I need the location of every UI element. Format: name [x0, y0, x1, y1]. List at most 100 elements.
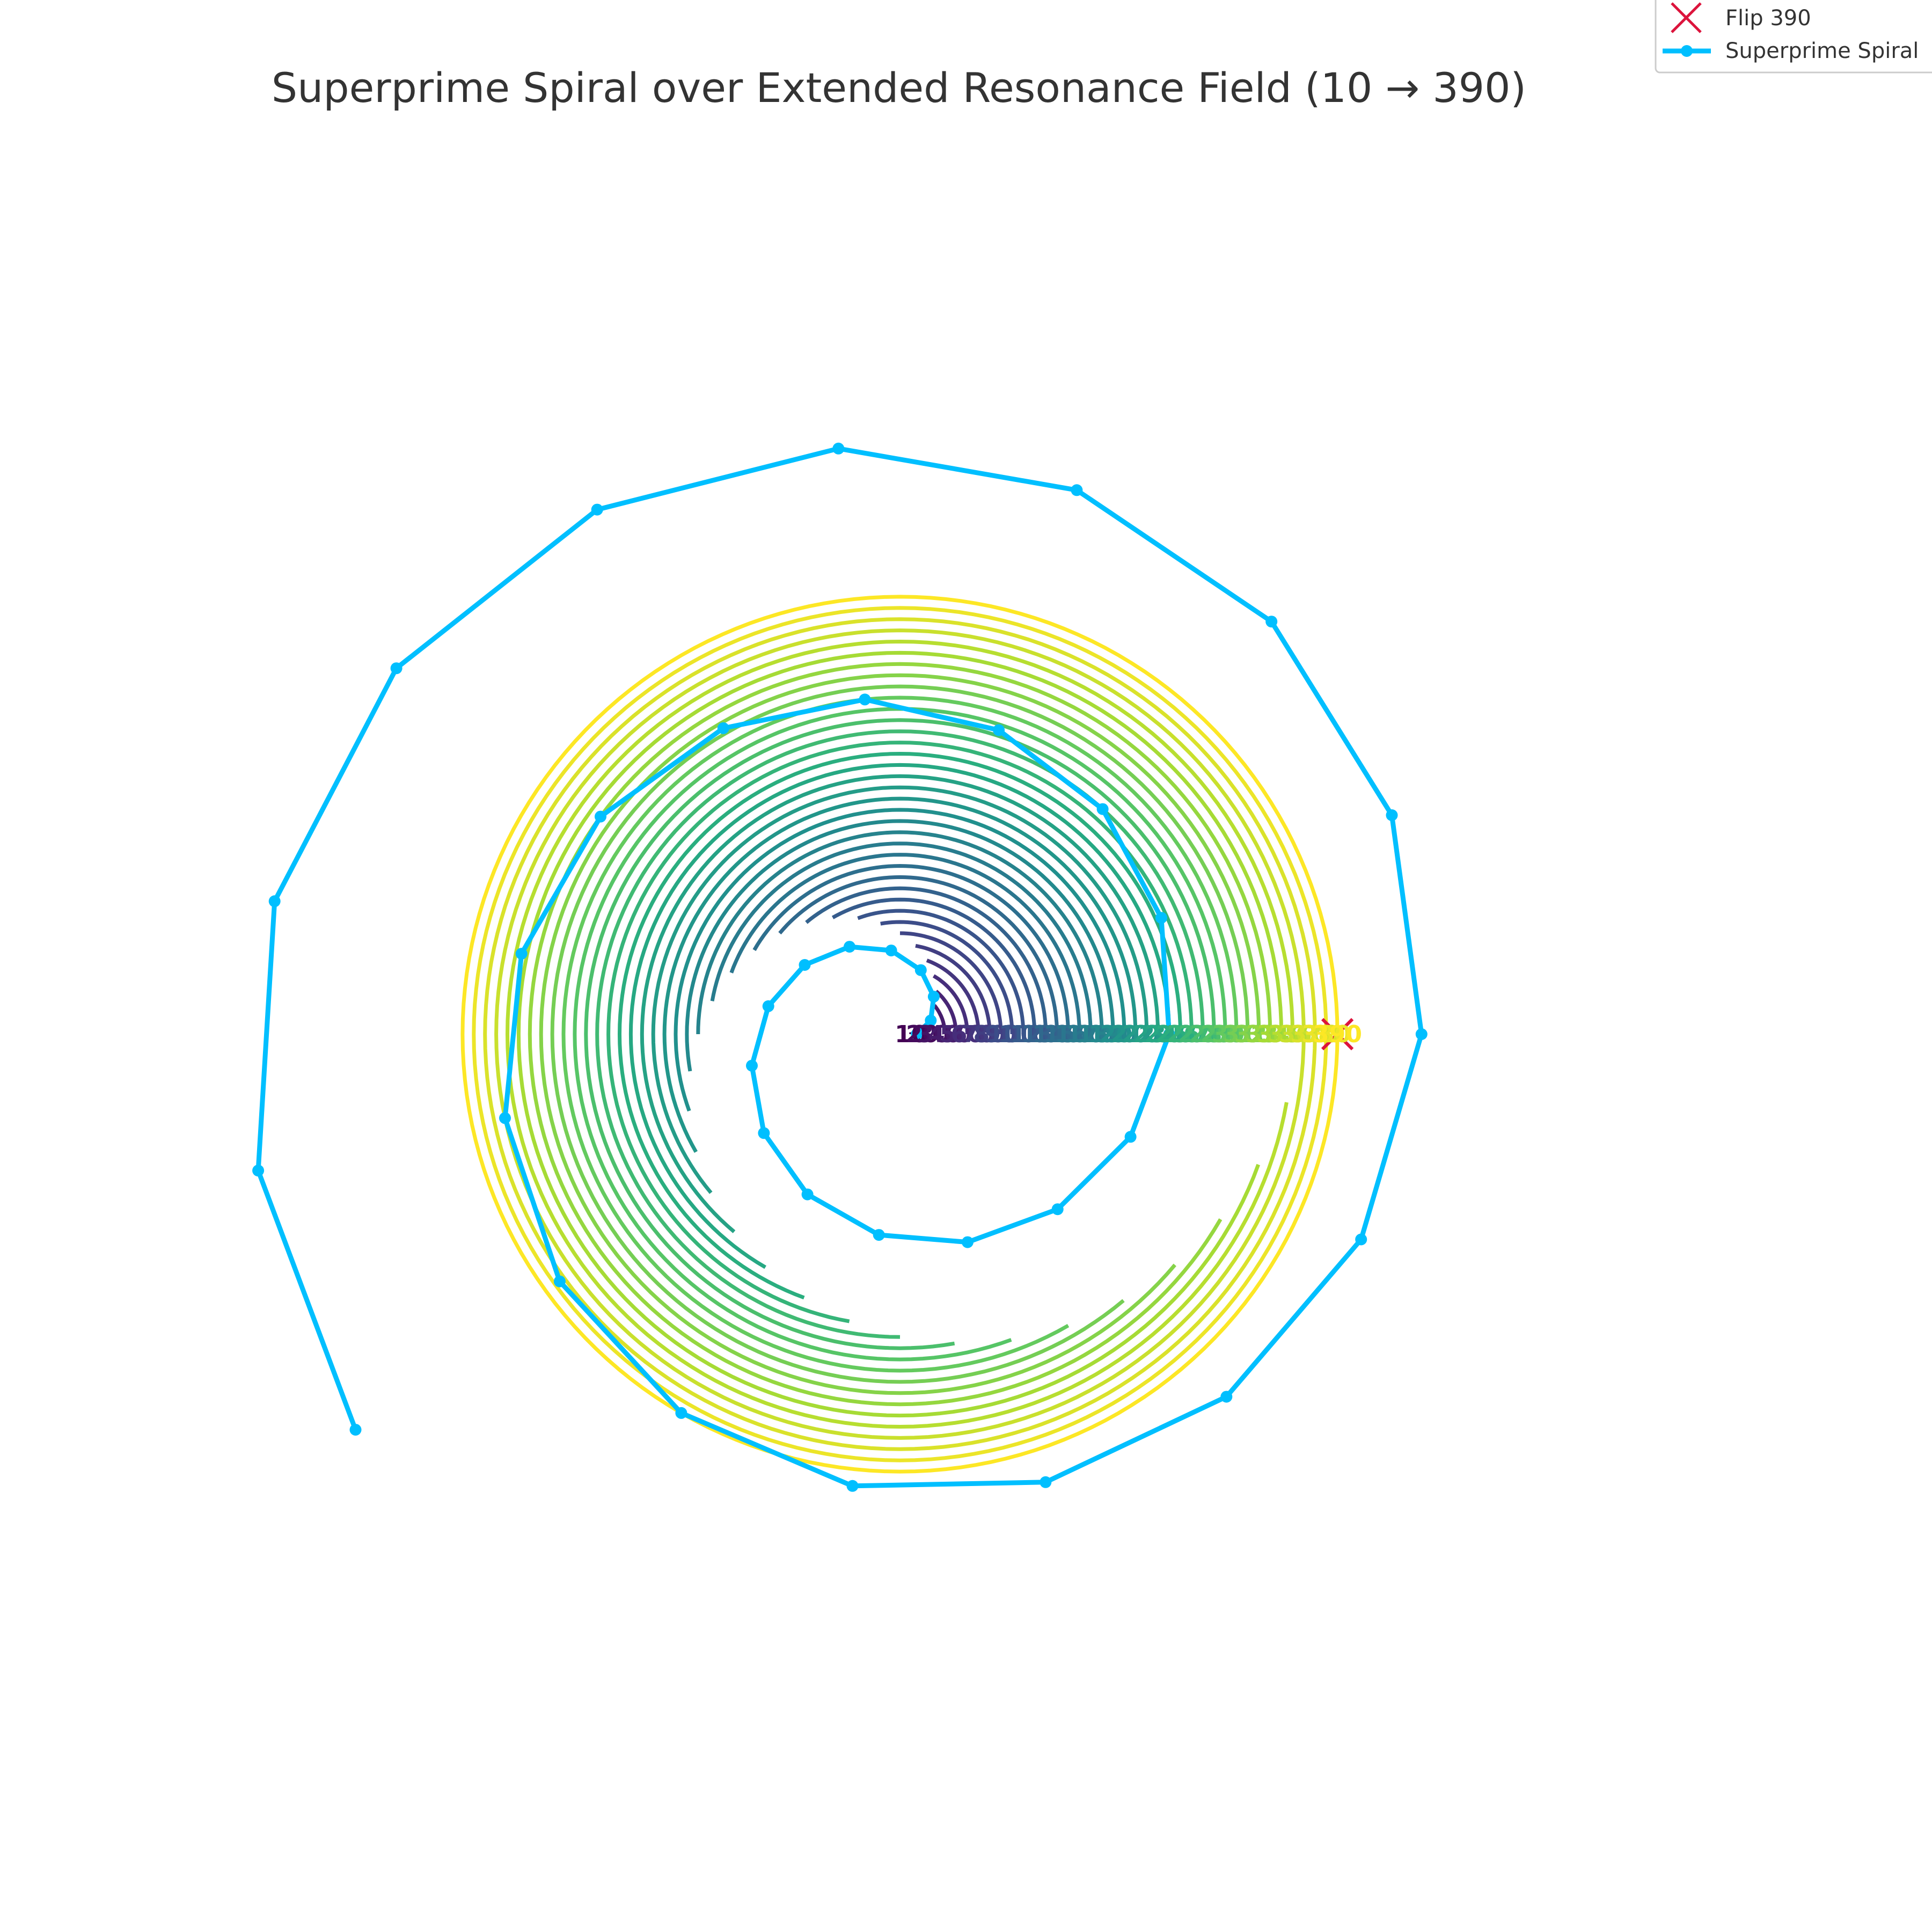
- resonance-arc: [696, 830, 1104, 1035]
- resonance-label: 280: [1189, 1021, 1239, 1048]
- spiral-point: [1155, 912, 1167, 924]
- spiral-point: [1415, 1028, 1428, 1040]
- resonance-arc: [857, 909, 1026, 1035]
- legend-label-spiral: Superprime Spiral: [1725, 39, 1919, 63]
- resonance-label: 10: [895, 1021, 927, 1048]
- spiral-point: [1355, 1233, 1367, 1246]
- spiral-point: [349, 1424, 362, 1436]
- resonance-label: 110: [999, 1021, 1048, 1048]
- resonance-field: [460, 595, 1340, 1474]
- resonance-label: 310: [1223, 1021, 1272, 1048]
- resonance-arc: [628, 763, 1172, 1269]
- spiral-point: [1220, 1391, 1233, 1403]
- resonance-arc: [752, 863, 1070, 1035]
- resonance-label: 290: [1201, 1021, 1250, 1048]
- resonance-label: 50: [940, 1021, 972, 1048]
- resonance-label: 220: [1122, 1021, 1172, 1048]
- spiral-point: [717, 722, 729, 734]
- spiral-point: [832, 442, 845, 455]
- legend-entry-spiral: Superprime Spiral: [1663, 39, 1919, 63]
- resonance-arc: [662, 796, 1138, 1153]
- resonance-arc: [539, 673, 1261, 1395]
- resonance-label: 120: [1010, 1021, 1059, 1048]
- resonance-arc: [505, 639, 1294, 1429]
- resonance-label: 240: [1145, 1021, 1194, 1048]
- resonance-label: 250: [1156, 1021, 1205, 1048]
- resonance-arc: [934, 990, 958, 1035]
- resonance-arc: [561, 696, 1239, 1373]
- resonance-arc: [573, 707, 1227, 1362]
- spiral-point: [675, 1407, 687, 1419]
- resonance-arc: [778, 875, 1059, 1035]
- resonance-arc: [606, 741, 1194, 1323]
- spiral-point: [846, 1480, 859, 1492]
- resonance-arc: [932, 974, 969, 1035]
- resonance-arc: [494, 628, 1306, 1440]
- resonance-arc: [483, 617, 1317, 1451]
- spiral-point: [515, 948, 528, 960]
- resonance-label: 230: [1133, 1021, 1183, 1048]
- spiral-point: [993, 724, 1005, 736]
- resonance-label: 360: [1279, 1021, 1328, 1048]
- resonance-label: 80: [974, 1021, 1006, 1048]
- legend-marker-icon: [1681, 45, 1693, 57]
- spiral-point: [927, 991, 940, 1003]
- spiral-point: [1386, 809, 1398, 821]
- resonance-arc: [640, 774, 1160, 1233]
- spiral-line: [255, 446, 1424, 1489]
- resonance-label: 390: [1313, 1021, 1362, 1048]
- resonance-label: 100: [987, 1021, 1037, 1048]
- spiral-point: [1071, 484, 1083, 496]
- spiral-point: [595, 810, 606, 823]
- spiral-point: [252, 1165, 265, 1177]
- resonance-label: 320: [1234, 1021, 1284, 1048]
- spiral-point: [390, 662, 402, 675]
- spiral-point: [553, 1275, 566, 1287]
- legend: Flip 390 Superprime Spiral: [1655, 0, 1932, 74]
- resonance-label: 350: [1268, 1021, 1318, 1048]
- flip-marker-group: [1321, 1018, 1354, 1051]
- spiral-point: [1163, 1028, 1175, 1040]
- resonance-arc: [831, 897, 1037, 1035]
- resonance-label: 160: [1055, 1021, 1104, 1048]
- resonance-arc: [651, 785, 1149, 1194]
- resonance-label: 150: [1044, 1021, 1093, 1048]
- resonance-arc: [516, 650, 1284, 1418]
- resonance-arc: [915, 943, 992, 1035]
- spiral-point: [873, 1229, 885, 1241]
- legend-x-icon-b: [1671, 2, 1702, 33]
- legend-box: [1655, 0, 1932, 74]
- flip-marker-x: [1321, 1018, 1354, 1051]
- resonance-label: 30: [917, 1021, 950, 1048]
- spiral-point: [758, 1127, 770, 1139]
- spiral-point: [801, 1188, 814, 1201]
- resonance-label: 370: [1290, 1021, 1340, 1048]
- resonance-label: 380: [1301, 1021, 1351, 1048]
- chart-title: Superprime Spiral over Extended Resonanc…: [272, 64, 1526, 112]
- resonance-arc: [880, 920, 1014, 1035]
- legend-entry-flip: Flip 390: [1671, 2, 1811, 33]
- spiral-point: [1265, 616, 1278, 628]
- spiral-point: [961, 1236, 974, 1248]
- resonance-arc: [805, 886, 1048, 1035]
- resonance-arc: [933, 1004, 947, 1035]
- resonance-label: 70: [962, 1021, 995, 1048]
- spiral-point: [499, 1112, 511, 1124]
- spiral-point: [268, 895, 281, 908]
- spiral-point: [1040, 1476, 1052, 1488]
- spiral-point: [859, 693, 871, 706]
- resonance-arc: [729, 853, 1081, 1035]
- resonance-label: 90: [984, 1021, 1017, 1048]
- resonance-arc: [472, 606, 1328, 1462]
- resonance-arc: [528, 662, 1272, 1407]
- resonance-label: 340: [1257, 1021, 1306, 1048]
- resonance-arc: [926, 958, 980, 1035]
- resonance-arc: [617, 751, 1182, 1300]
- resonance-label: 190: [1088, 1021, 1138, 1048]
- resonance-arc: [674, 808, 1126, 1112]
- resonance-label: 60: [951, 1021, 984, 1048]
- resonance-label: 40: [928, 1021, 961, 1048]
- resonance-label: 170: [1066, 1021, 1115, 1048]
- resonance-arc: [550, 684, 1250, 1384]
